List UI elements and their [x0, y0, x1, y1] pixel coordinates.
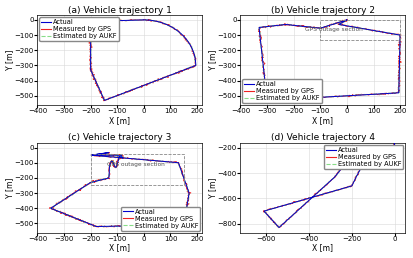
Title: (b) Vehicle trajectory 2: (b) Vehicle trajectory 2 — [271, 6, 375, 14]
Text: GPS outage section: GPS outage section — [107, 162, 165, 167]
X-axis label: X [m]: X [m] — [313, 244, 333, 252]
Title: (c) Vehicle trajectory 3: (c) Vehicle trajectory 3 — [68, 133, 171, 142]
Legend: Actual, Measured by GPS, Estimated by AUKF: Actual, Measured by GPS, Estimated by AU… — [121, 207, 200, 231]
Title: (d) Vehicle trajectory 4: (d) Vehicle trajectory 4 — [271, 133, 375, 142]
Bar — [320, 20, 400, 40]
Y-axis label: Y [m]: Y [m] — [209, 50, 218, 70]
Legend: Actual, Measured by GPS, Estimated by AUKF: Actual, Measured by GPS, Estimated by AU… — [39, 17, 119, 41]
Bar — [90, 154, 184, 186]
Y-axis label: Y [m]: Y [m] — [5, 50, 14, 70]
X-axis label: X [m]: X [m] — [109, 116, 131, 125]
Legend: Actual, Measured by GPS, Estimated by AUKF: Actual, Measured by GPS, Estimated by AU… — [324, 145, 404, 169]
Y-axis label: Y [m]: Y [m] — [209, 178, 218, 198]
Text: GPS outage section: GPS outage section — [305, 27, 363, 32]
Legend: Actual, Measured by GPS, Estimated by AUKF: Actual, Measured by GPS, Estimated by AU… — [242, 79, 322, 103]
Y-axis label: Y [m]: Y [m] — [5, 178, 14, 198]
Title: (a) Vehicle trajectory 1: (a) Vehicle trajectory 1 — [68, 6, 172, 14]
X-axis label: X [m]: X [m] — [313, 116, 333, 125]
X-axis label: X [m]: X [m] — [109, 244, 131, 252]
